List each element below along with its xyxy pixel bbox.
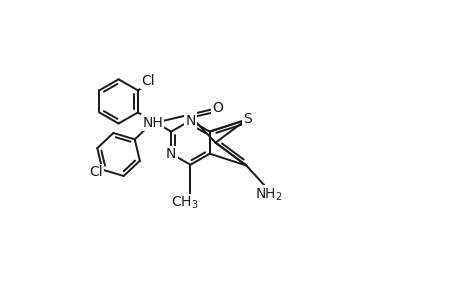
Text: Cl: Cl: [141, 74, 155, 88]
Text: O: O: [211, 101, 222, 115]
Text: NH$_2$: NH$_2$: [254, 186, 281, 203]
Text: NH: NH: [142, 116, 162, 130]
Text: CH$_3$: CH$_3$: [170, 195, 198, 211]
Text: N: N: [185, 113, 195, 128]
Text: N: N: [166, 147, 176, 161]
Text: S: S: [242, 112, 251, 126]
Text: Cl: Cl: [89, 165, 102, 179]
